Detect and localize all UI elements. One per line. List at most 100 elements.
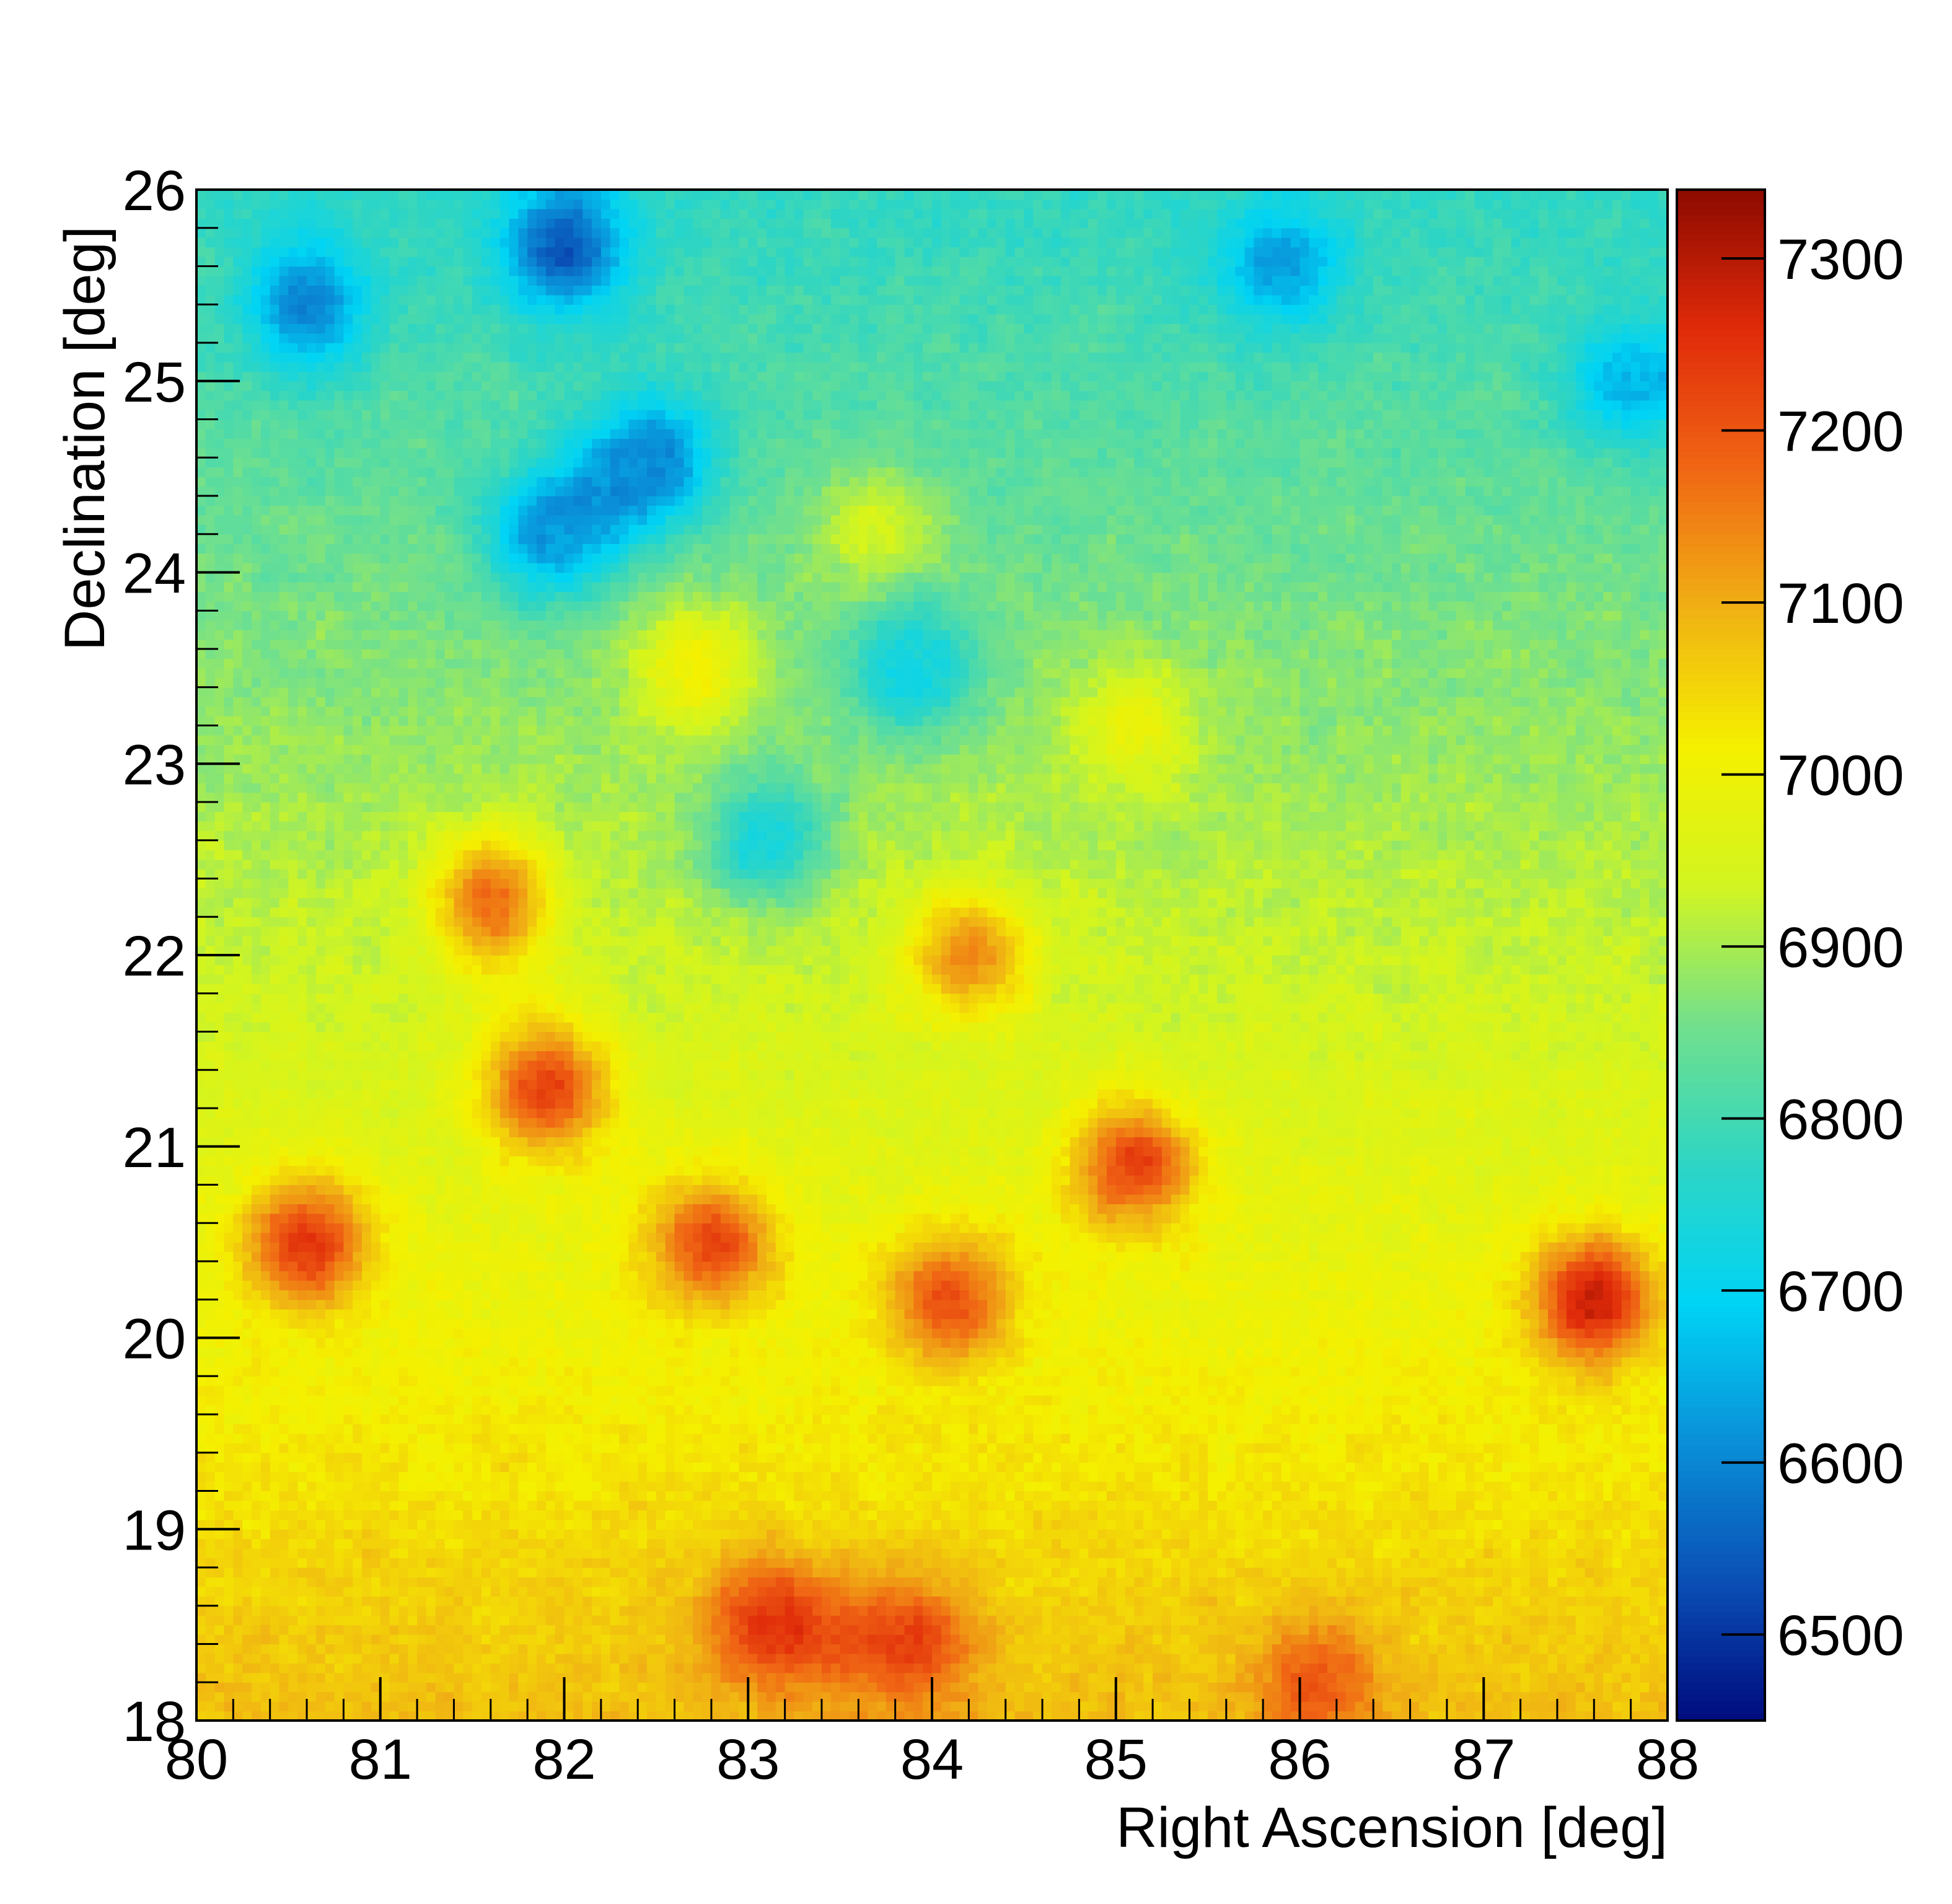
heatmap-cell (1640, 1711, 1650, 1721)
heatmap-cell (693, 1682, 703, 1693)
heatmap-cell (463, 1711, 473, 1721)
heatmap-cell (785, 1529, 795, 1540)
heatmap-cell (307, 1538, 317, 1549)
heatmap-cell (1290, 1491, 1301, 1501)
heatmap-cell (1649, 1672, 1659, 1683)
heatmap-cell (1501, 1605, 1512, 1616)
heatmap-cell (1621, 1558, 1632, 1568)
heatmap-cell (849, 1615, 859, 1626)
heatmap-cell (592, 1711, 602, 1721)
heatmap-cell (573, 1510, 583, 1520)
heatmap-cell (969, 1634, 978, 1645)
heatmap-cell (794, 1491, 804, 1501)
heatmap-cell (1198, 1567, 1208, 1578)
heatmap-cell (978, 1586, 988, 1597)
heatmap-cell (665, 1596, 675, 1606)
heatmap-cell (1254, 1500, 1264, 1510)
heatmap-cell (757, 1424, 767, 1434)
heatmap-cell (1529, 1433, 1539, 1443)
heatmap-cell (417, 1586, 427, 1597)
heatmap-cell (849, 1644, 859, 1654)
heatmap-cell (573, 1500, 583, 1510)
heatmap-cell (196, 1481, 206, 1492)
heatmap-cell (1428, 1605, 1438, 1616)
heatmap-cell (628, 1691, 638, 1702)
heatmap-cell (1373, 1672, 1383, 1683)
heatmap-cell (886, 1653, 896, 1664)
heatmap-cell (950, 1567, 961, 1578)
heatmap-cell (583, 1443, 592, 1453)
heatmap-cell (702, 1644, 712, 1654)
heatmap-cell (205, 1596, 216, 1606)
heatmap-cell (288, 1462, 298, 1473)
heatmap-cell (1216, 1701, 1227, 1712)
heatmap-cell (628, 1605, 638, 1616)
heatmap-cell (481, 1634, 491, 1645)
heatmap-cell (1630, 1471, 1641, 1482)
heatmap-cell (720, 1644, 731, 1654)
heatmap-cell (583, 1452, 592, 1463)
heatmap-cell (1263, 1433, 1273, 1443)
heatmap-cell (932, 1462, 942, 1473)
heatmap-cell (674, 1452, 684, 1463)
heatmap-cell (1060, 1500, 1071, 1510)
heatmap-cell (950, 1634, 961, 1645)
heatmap-cell (1419, 1481, 1429, 1492)
heatmap-cell (840, 1529, 850, 1540)
heatmap-cell (279, 1644, 289, 1654)
heatmap-cell (233, 1644, 243, 1654)
heatmap-cell (1189, 1653, 1199, 1664)
heatmap-cell (1079, 1605, 1089, 1616)
heatmap-cell (1263, 1586, 1273, 1597)
heatmap-cell (647, 1701, 657, 1712)
heatmap-cell (1318, 1443, 1328, 1453)
heatmap-cell (1428, 1491, 1438, 1501)
heatmap-cell (214, 1682, 225, 1693)
heatmap-cell (1336, 1711, 1347, 1721)
heatmap-cell (1438, 1424, 1448, 1434)
heatmap-cell (932, 1538, 942, 1549)
heatmap-cell (1143, 1519, 1153, 1530)
heatmap-cell (288, 1691, 298, 1702)
heatmap-cell (1208, 1491, 1218, 1501)
heatmap-cell (214, 1414, 225, 1425)
heatmap-cell (941, 1462, 951, 1473)
heatmap-cell (840, 1481, 850, 1492)
heatmap-cell (1281, 1529, 1291, 1540)
heatmap-cell (913, 1577, 923, 1587)
heatmap-cell (684, 1596, 693, 1606)
heatmap-cell (821, 1653, 832, 1664)
heatmap-cell (1281, 1443, 1291, 1453)
heatmap-cell (684, 1615, 693, 1626)
heatmap-cell (729, 1586, 740, 1597)
heatmap-cell (1548, 1653, 1558, 1664)
heatmap-cell (1171, 1491, 1181, 1501)
heatmap-cell (1226, 1548, 1236, 1559)
heatmap-cell (1060, 1624, 1071, 1635)
heatmap-cell (463, 1462, 473, 1473)
heatmap-cell (1640, 1653, 1650, 1664)
heatmap-cell (499, 1519, 510, 1530)
heatmap-cell (1005, 1691, 1016, 1702)
heatmap-cell (785, 1519, 795, 1530)
heatmap-cell (573, 1462, 583, 1473)
heatmap-cell (1226, 1424, 1236, 1434)
heatmap-cell (1318, 1615, 1328, 1626)
heatmap-cell (932, 1634, 942, 1645)
heatmap-cell (1263, 1443, 1273, 1453)
heatmap-cell (398, 1644, 408, 1654)
heatmap-cell (1400, 1548, 1411, 1559)
heatmap-cell (748, 1663, 758, 1673)
heatmap-cell (932, 1596, 942, 1606)
heatmap-cell (1557, 1691, 1567, 1702)
heatmap-cell (1134, 1624, 1144, 1635)
heatmap-cell (1281, 1691, 1291, 1702)
heatmap-cell (858, 1653, 868, 1664)
heatmap-cell (389, 1624, 400, 1635)
heatmap-cell (1383, 1672, 1392, 1683)
heatmap-cell (674, 1577, 684, 1587)
heatmap-cell (775, 1596, 786, 1606)
heatmap-cell (583, 1663, 592, 1673)
heatmap-cell (1208, 1567, 1218, 1578)
heatmap-cell (1014, 1577, 1024, 1587)
